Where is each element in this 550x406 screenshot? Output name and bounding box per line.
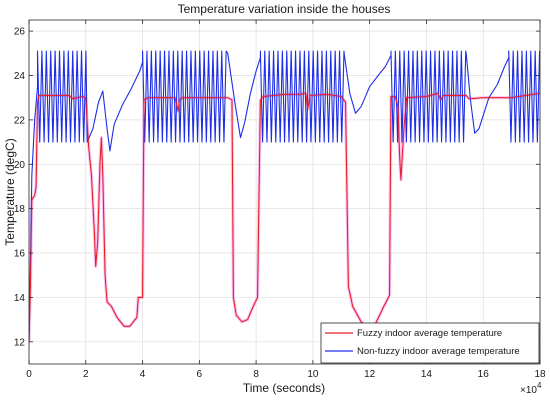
y-tick-label: 12: [14, 337, 26, 348]
x-tick-label: 14: [421, 369, 433, 380]
series-nonfuzzy-line: [29, 50, 540, 342]
y-tick-label: 20: [14, 160, 26, 171]
x-tick-label: 8: [253, 369, 259, 380]
x-tick-label: 0: [26, 369, 32, 380]
legend-label-nonfuzzy: Non-fuzzy indoor average temperature: [357, 346, 520, 357]
x-tick-label: 6: [197, 369, 203, 380]
x-tick-label: 12: [364, 369, 376, 380]
x-axis-multiplier-base: ×10: [520, 385, 537, 396]
y-tick-label: 26: [14, 27, 26, 38]
x-tick-label: 4: [140, 369, 146, 380]
x-tick-label: 2: [83, 369, 89, 380]
y-tick-label: 18: [14, 204, 26, 215]
x-tick-label: 16: [478, 369, 490, 380]
y-tick-label: 16: [14, 249, 26, 260]
x-axis-multiplier: ×104: [520, 381, 542, 396]
plot-frame: [28, 19, 541, 365]
x-tick-label: 18: [534, 369, 546, 380]
x-tick-label: 10: [307, 369, 319, 380]
legend-box: [320, 322, 540, 364]
legend-label-fuzzy: Fuzzy indoor average temperature: [357, 328, 502, 339]
legend: Fuzzy indoor average temperature Non-fuz…: [320, 322, 540, 364]
series-fuzzy-line: [29, 92, 540, 342]
series-layer: [29, 50, 540, 342]
y-tick-label: 22: [14, 115, 26, 126]
chart-title: Temperature variation inside the houses: [178, 2, 391, 16]
y-tick-label: 14: [14, 293, 26, 304]
y-axis-label: Temperature (degC): [3, 138, 17, 245]
x-axis-label: Time (seconds): [243, 381, 325, 395]
x-axis-multiplier-exponent: 4: [537, 381, 542, 390]
plot-area: [29, 20, 540, 364]
y-tick-label: 24: [14, 71, 26, 82]
